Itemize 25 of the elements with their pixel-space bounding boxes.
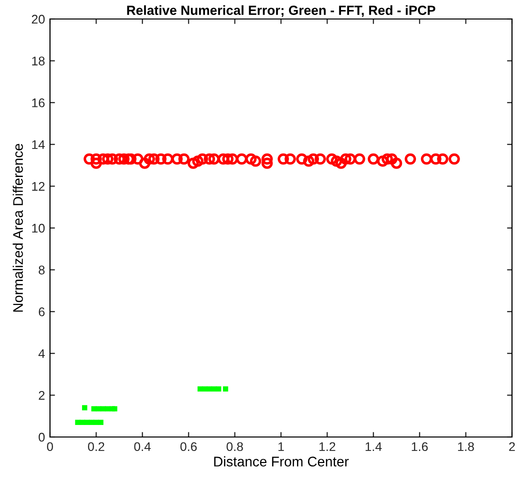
chart-title: Relative Numerical Error; Green - FFT, Red - iPCP [127, 5, 436, 17]
x-tick-label: 0.6 [180, 442, 197, 452]
x-tick-label: 2 [509, 442, 515, 451]
x-tick-label: 0.8 [226, 442, 243, 452]
x-tick-label: 1 [278, 442, 284, 451]
y-tick-label: 4 [38, 349, 45, 358]
x-tick-label: 0.2 [88, 442, 104, 452]
y-tick-label: 8 [38, 266, 45, 274]
y-axis-title: Normalized Area Difference [12, 144, 23, 312]
x-tick-label: 1.4 [366, 442, 382, 451]
x-tick-label: 1.2 [319, 442, 336, 451]
x-axis-title: Distance From Center [214, 456, 349, 466]
y-tick-label: 12 [32, 182, 45, 191]
x-tick-label: 1.6 [412, 442, 428, 452]
x-tick-label: 1.8 [458, 442, 474, 452]
y-tick-label: 0 [38, 432, 45, 442]
x-tick-label: 0 [47, 442, 53, 452]
x-tick-label: 0.4 [134, 442, 151, 452]
y-tick-label: 6 [38, 307, 45, 316]
y-tick-label: 2 [38, 391, 45, 400]
y-tick-label: 20 [32, 14, 45, 24]
y-tick-label: 16 [32, 98, 45, 108]
y-tick-label: 18 [32, 56, 45, 66]
y-tick-label: 10 [32, 224, 45, 233]
y-tick-label: 14 [32, 140, 45, 149]
